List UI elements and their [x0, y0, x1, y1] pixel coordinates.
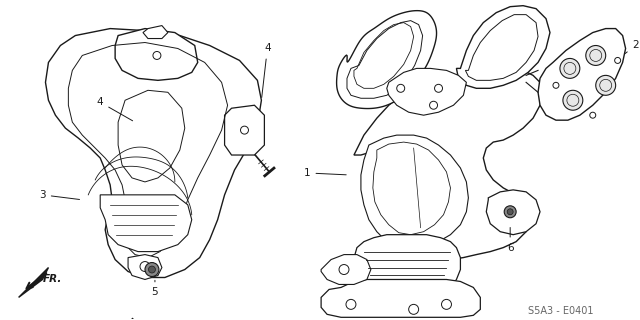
- Polygon shape: [387, 68, 467, 115]
- Text: 3: 3: [39, 190, 79, 200]
- Text: 1: 1: [304, 168, 346, 178]
- Text: S5A3 - E0401: S5A3 - E0401: [528, 306, 593, 316]
- Polygon shape: [115, 28, 198, 80]
- Polygon shape: [354, 68, 543, 260]
- Polygon shape: [465, 15, 538, 80]
- Polygon shape: [456, 6, 550, 88]
- Polygon shape: [128, 255, 162, 279]
- Circle shape: [596, 76, 616, 95]
- Polygon shape: [538, 28, 626, 120]
- Polygon shape: [355, 235, 460, 300]
- Circle shape: [586, 45, 605, 65]
- Polygon shape: [337, 11, 436, 108]
- Polygon shape: [19, 268, 49, 297]
- Text: 4: 4: [262, 44, 271, 98]
- Text: FR.: FR.: [42, 275, 62, 284]
- Circle shape: [148, 266, 156, 273]
- Polygon shape: [100, 195, 192, 252]
- Circle shape: [507, 209, 513, 215]
- Polygon shape: [486, 190, 540, 235]
- Polygon shape: [347, 20, 422, 98]
- Polygon shape: [45, 28, 261, 277]
- Text: 5: 5: [152, 280, 158, 297]
- Polygon shape: [321, 255, 371, 284]
- Circle shape: [504, 206, 516, 218]
- Text: 2: 2: [625, 41, 639, 54]
- Circle shape: [145, 262, 159, 276]
- Circle shape: [560, 59, 580, 78]
- Polygon shape: [361, 135, 468, 250]
- Text: 6: 6: [507, 228, 513, 252]
- Polygon shape: [225, 105, 264, 155]
- Polygon shape: [321, 279, 481, 317]
- Polygon shape: [143, 26, 168, 38]
- Text: 4: 4: [97, 97, 132, 121]
- Circle shape: [563, 90, 583, 110]
